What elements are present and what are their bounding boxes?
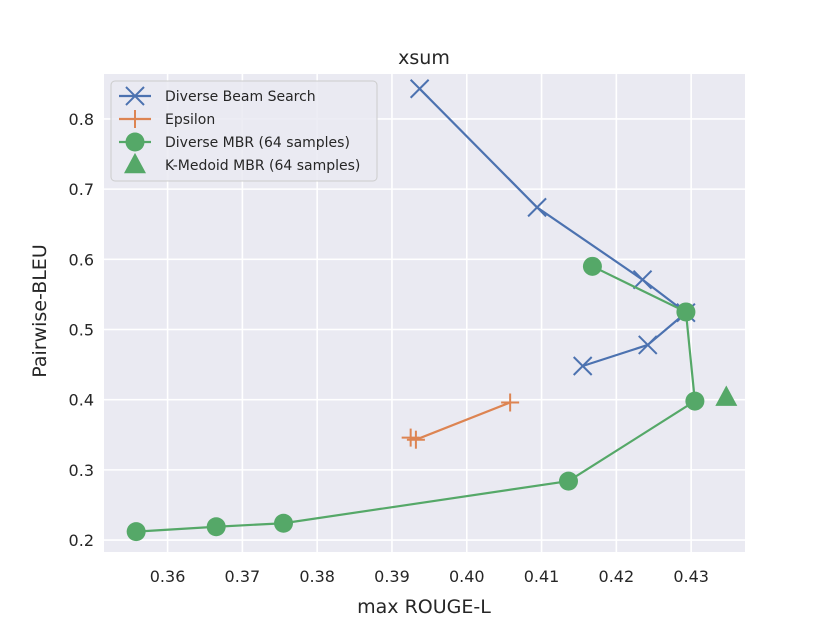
circle-marker	[206, 517, 226, 537]
x-marker	[632, 269, 653, 290]
x-tick-label: 0.40	[449, 567, 485, 586]
x-tick-label: 0.39	[374, 567, 410, 586]
triangle-marker	[124, 152, 146, 174]
circle-marker	[274, 513, 294, 533]
plus-marker	[126, 110, 144, 128]
y-tick-label: 0.6	[69, 250, 94, 269]
legend-box	[110, 80, 378, 182]
x-marker	[527, 197, 547, 218]
series-epsilon	[401, 393, 520, 449]
legend-item: K-Medoid MBR (64 samples)	[124, 152, 360, 174]
x-axis-label: max ROUGE-L	[357, 596, 491, 618]
chart-title: xsum	[398, 47, 450, 69]
x-tick-label: 0.38	[299, 567, 335, 586]
x-marker	[125, 86, 145, 106]
x-tick-label: 0.42	[599, 567, 635, 586]
y-tick-label: 0.4	[69, 391, 94, 410]
plus-marker	[406, 430, 425, 449]
plus-marker	[501, 393, 520, 412]
x-tick-label: 0.36	[150, 567, 186, 586]
y-tick-label: 0.2	[69, 531, 94, 550]
circle-marker	[685, 391, 705, 411]
legend-label: K-Medoid MBR (64 samples)	[165, 158, 360, 174]
series-layer	[126, 79, 738, 542]
y-tick-label: 0.7	[69, 180, 94, 199]
legend-item: Diverse Beam Search	[119, 86, 316, 106]
legend-item: Diverse MBR (64 samples)	[119, 132, 350, 152]
x-tick-label: 0.37	[225, 567, 261, 586]
x-marker	[638, 335, 658, 355]
series-line	[418, 87, 688, 368]
legend: Diverse Beam Search Epsilon Diverse MBR (6…	[110, 80, 378, 182]
legend-label: Diverse Beam Search	[165, 89, 316, 105]
circle-marker	[125, 132, 145, 152]
y-tick-label: 0.8	[69, 110, 94, 129]
circle-marker	[582, 256, 602, 276]
y-tick-label: 0.3	[69, 461, 94, 480]
y-axis-label: Pairwise-BLEU	[29, 244, 51, 377]
x-tick-label: 0.43	[673, 567, 709, 586]
series-diverse-mbr-64-samples	[126, 256, 705, 542]
x-marker	[409, 79, 430, 99]
circle-marker	[558, 471, 578, 491]
legend-label: Epsilon	[165, 112, 215, 128]
x-marker	[572, 356, 593, 376]
series-k-medoid-mbr-64-samples	[715, 385, 738, 406]
legend-label: Diverse MBR (64 samples)	[165, 135, 350, 151]
circle-marker	[676, 302, 696, 322]
legend-item: Epsilon	[119, 110, 215, 128]
circle-marker	[126, 522, 146, 542]
triangle-marker	[715, 385, 738, 406]
ticks: 0.36 0.37 0.38 0.39 0.40 0.41 0.42 0.43 0.2 0.3 0.…	[69, 110, 709, 586]
x-tick-label: 0.41	[524, 567, 560, 586]
y-tick-label: 0.5	[69, 320, 94, 339]
